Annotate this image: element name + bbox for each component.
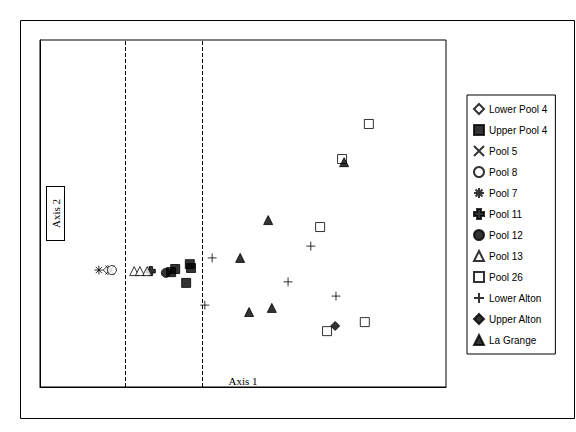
svg-text:Axis 1: Axis 1 xyxy=(228,375,257,387)
svg-text:Upper Alton: Upper Alton xyxy=(489,314,541,325)
svg-text:Pool 13: Pool 13 xyxy=(489,251,523,262)
svg-text:Lower Alton: Lower Alton xyxy=(489,293,541,304)
svg-text:Pool 8: Pool 8 xyxy=(489,167,518,178)
svg-text:Pool 26: Pool 26 xyxy=(489,272,523,283)
svg-text:Lower Pool 4: Lower Pool 4 xyxy=(489,104,548,115)
svg-text:Upper Pool 4: Upper Pool 4 xyxy=(489,125,548,136)
svg-text:Pool 11: Pool 11 xyxy=(489,209,523,220)
svg-text:Pool 7: Pool 7 xyxy=(489,188,518,199)
svg-text:La Grange: La Grange xyxy=(489,335,537,346)
svg-text:Pool 5: Pool 5 xyxy=(489,146,518,157)
svg-text:Axis 2: Axis 2 xyxy=(50,199,62,228)
svg-text:Pool 12: Pool 12 xyxy=(489,230,523,241)
